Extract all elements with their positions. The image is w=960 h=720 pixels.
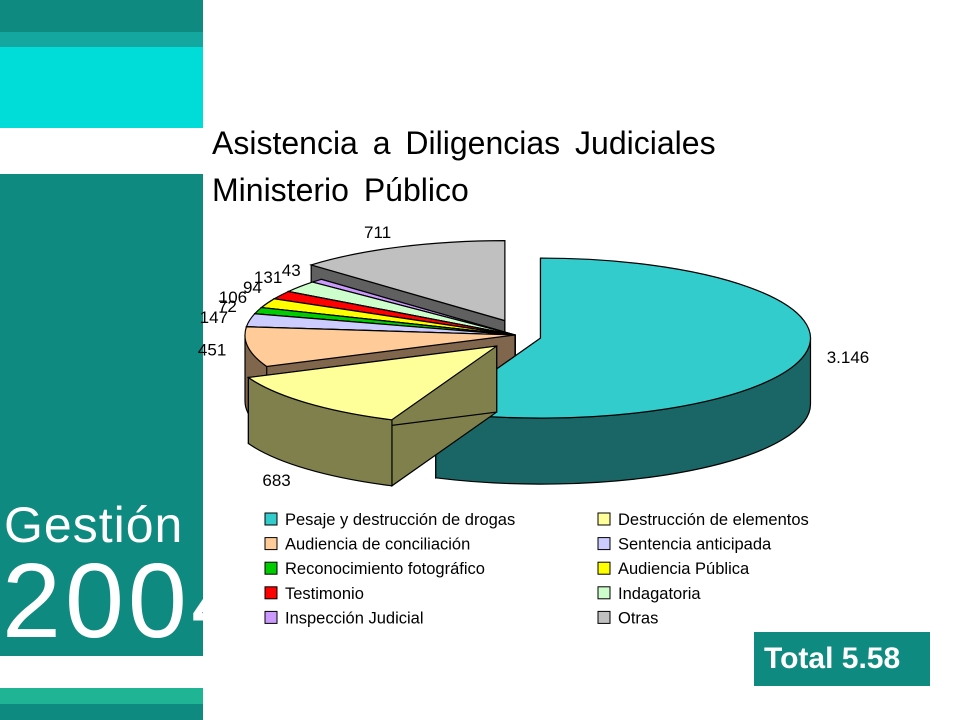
legend-item: Indagatoria xyxy=(597,585,701,603)
data-label: 106 xyxy=(219,288,247,307)
legend-item: Reconocimiento fotográfico xyxy=(264,560,485,578)
legend-label: Otras xyxy=(618,609,658,627)
sidebar-band xyxy=(0,128,203,174)
legend-label: Audiencia Pública xyxy=(618,560,750,578)
data-label: 3.146 xyxy=(827,348,870,367)
legend-item: Audiencia de conciliación xyxy=(264,536,470,554)
brand-sidebar: Gestión 2004 xyxy=(0,0,203,720)
legend-swatch xyxy=(597,586,611,600)
legend-label: Testimonio xyxy=(285,585,364,603)
sidebar-band xyxy=(0,704,203,720)
legend-item: Audiencia Pública xyxy=(597,560,750,578)
sidebar-band xyxy=(0,32,203,47)
legend-item: Pesaje y destrucción de drogas xyxy=(264,511,515,529)
legend-item: Inspección Judicial xyxy=(264,609,424,627)
data-label: 94 xyxy=(243,278,262,297)
sidebar-band xyxy=(0,174,203,656)
data-label: 72 xyxy=(218,297,237,316)
legend-swatch xyxy=(264,561,278,575)
sidebar-band xyxy=(0,47,203,128)
legend-swatch xyxy=(597,512,611,526)
legend-label: Pesaje y destrucción de drogas xyxy=(285,511,515,529)
data-label: 147 xyxy=(200,308,228,327)
legend-label: Indagatoria xyxy=(618,585,701,603)
legend-swatch xyxy=(597,610,611,624)
legend: Pesaje y destrucción de drogas Destrucció… xyxy=(264,511,809,627)
legend-label: Sentencia anticipada xyxy=(618,536,772,554)
sidebar-band xyxy=(0,688,203,704)
legend-item: Otras xyxy=(597,609,658,627)
sidebar-band xyxy=(0,0,203,32)
sidebar-band xyxy=(0,656,203,688)
legend-swatch xyxy=(264,537,278,551)
legend-label: Reconocimiento fotográfico xyxy=(285,560,485,578)
chart-title-line1: Asistencia a Diligencias Judiciales xyxy=(212,125,716,161)
legend-item: Sentencia anticipada xyxy=(597,536,772,554)
pie-slice xyxy=(246,344,498,487)
legend-label: Inspección Judicial xyxy=(285,609,424,627)
legend-swatch xyxy=(264,610,278,624)
total-badge: Total 5.58 xyxy=(754,632,930,686)
chart-title-line2: Ministerio Público xyxy=(212,172,469,208)
data-label: 683 xyxy=(262,471,290,490)
legend-swatch xyxy=(597,537,611,551)
legend-item: Testimonio xyxy=(264,585,364,603)
data-label: 451 xyxy=(198,340,226,359)
brand-word: Gestión xyxy=(4,497,184,553)
data-label: 131 xyxy=(254,268,282,287)
data-label: 43 xyxy=(282,261,301,280)
legend-swatch xyxy=(597,561,611,575)
legend-label: Audiencia de conciliación xyxy=(285,536,470,554)
brand-year: 2004 xyxy=(2,542,203,660)
legend-swatch xyxy=(264,512,278,526)
data-label: 711 xyxy=(364,223,391,242)
legend-item: Destrucción de elementos xyxy=(597,511,809,529)
legend-label: Destrucción de elementos xyxy=(618,511,809,529)
chart-title: Asistencia a Diligencias Judiciales Mini… xyxy=(212,120,716,214)
legend-swatch xyxy=(264,586,278,600)
